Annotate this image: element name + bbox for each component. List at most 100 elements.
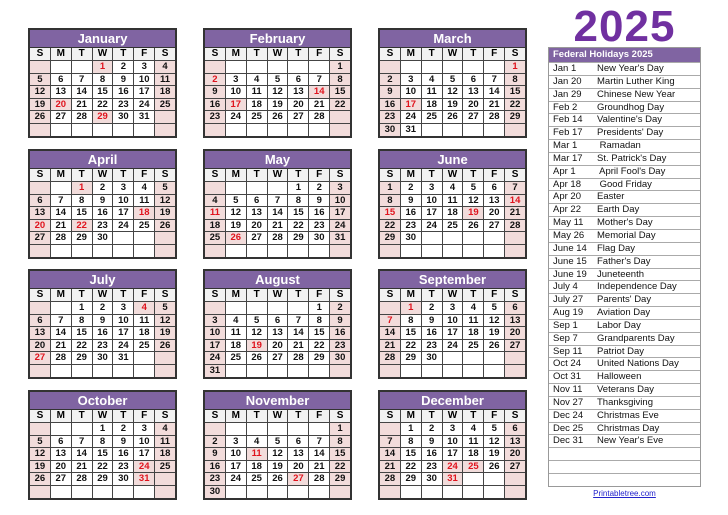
empty-cell <box>421 364 442 377</box>
day-cell: 15 <box>400 327 421 339</box>
empty-cell <box>50 364 71 377</box>
day-cell: 12 <box>30 86 50 98</box>
day-cell: 25 <box>134 339 155 352</box>
day-cell: 8 <box>505 73 525 86</box>
day-cell: 15 <box>330 86 350 98</box>
day-cell: 29 <box>71 352 92 364</box>
empty-cell <box>463 352 484 364</box>
holiday-date: Feb 2 <box>553 101 578 113</box>
month-name: May <box>205 151 350 168</box>
day-cell: 4 <box>463 423 484 435</box>
holiday-row <box>549 447 700 460</box>
holiday-row: Apr 22 Earth Day <box>549 203 700 216</box>
empty-cell <box>330 123 350 136</box>
weekday-label: S <box>155 48 175 60</box>
weekday-label: F <box>134 410 155 422</box>
empty-cell <box>134 352 155 364</box>
day-cell: 18 <box>155 448 175 460</box>
day-cell: 12 <box>155 194 175 207</box>
day-cell: 5 <box>30 435 50 448</box>
empty-cell <box>288 364 309 377</box>
weekday-label: S <box>380 410 400 422</box>
empty-cell <box>246 123 267 136</box>
day-cell: 5 <box>463 182 484 194</box>
day-cell: 8 <box>400 435 421 448</box>
empty-cell <box>205 244 225 257</box>
day-cell: 10 <box>134 435 155 448</box>
day-cell: 27 <box>505 339 525 352</box>
holiday-date: Dec 31 <box>553 435 584 447</box>
day-cell: 5 <box>267 435 288 448</box>
day-cell: 23 <box>113 98 134 111</box>
day-cell: 14 <box>380 448 400 460</box>
holiday-name <box>597 474 700 486</box>
day-cell: 10 <box>400 86 421 98</box>
holiday-name: Valentine's Day <box>597 114 663 126</box>
day-cell: 5 <box>225 194 246 207</box>
day-cell: 10 <box>134 73 155 86</box>
month-november: November S M T W T F S 1 2 3 4 5 6 7 8 9 10 11 12 13 14 15 16 17… <box>203 390 352 500</box>
weekday-label: T <box>288 48 309 60</box>
footer-link[interactable]: Printabletree.com <box>593 489 656 498</box>
weekday-label: W <box>442 169 463 181</box>
holiday-date: May 26 <box>553 229 585 241</box>
day-cell: 7 <box>380 435 400 448</box>
empty-cell <box>463 123 484 136</box>
weekday-label: S <box>380 169 400 181</box>
weekday-label: T <box>71 169 92 181</box>
weekday-label: M <box>50 410 71 422</box>
day-cell: 1 <box>400 302 421 314</box>
day-cell: 22 <box>71 339 92 352</box>
day-cell: 26 <box>267 111 288 123</box>
empty-cell <box>113 232 134 244</box>
day-cell: 9 <box>380 86 400 98</box>
weekday-label: S <box>30 289 50 301</box>
day-cell: 2 <box>421 302 442 314</box>
holiday-row: Oct 24 United Nations Day <box>549 357 700 370</box>
empty-cell <box>246 485 267 498</box>
holiday-row: June 15 Father's Day <box>549 254 700 268</box>
day-cell: 3 <box>330 182 350 194</box>
empty-cell <box>505 473 525 485</box>
empty-cell <box>267 182 288 194</box>
day-cell: 14 <box>288 327 309 339</box>
empty-cell <box>484 352 505 364</box>
day-cell: 25 <box>246 473 267 485</box>
day-cell: 2 <box>309 182 330 194</box>
day-cell: 14 <box>309 448 330 460</box>
day-cell: 19 <box>155 327 175 339</box>
empty-cell <box>92 244 113 257</box>
day-cell: 23 <box>309 219 330 232</box>
empty-cell <box>309 364 330 377</box>
empty-cell <box>134 232 155 244</box>
day-cell: 8 <box>71 314 92 327</box>
empty-cell <box>50 485 71 498</box>
holiday-date: Apr 18 <box>553 178 581 190</box>
holiday-name: Good Friday <box>597 178 652 190</box>
day-cell: 9 <box>92 194 113 207</box>
day-cell: 27 <box>246 232 267 244</box>
day-cell: 19 <box>246 339 267 352</box>
holiday-date: Apr 1 <box>553 165 576 177</box>
day-cell: 12 <box>30 448 50 460</box>
holiday-name: Martin Luther King <box>597 75 675 87</box>
weekday-label: S <box>505 169 525 181</box>
holiday-date: Sep 7 <box>553 332 578 344</box>
day-cell: 17 <box>400 98 421 111</box>
day-cell: 5 <box>155 182 175 194</box>
holiday-name: Patriot Day <box>597 345 644 357</box>
day-cell: 7 <box>380 314 400 327</box>
empty-cell <box>400 61 421 73</box>
day-cell: 24 <box>225 111 246 123</box>
day-cell: 21 <box>380 339 400 352</box>
day-cell: 17 <box>113 207 134 219</box>
empty-cell <box>71 364 92 377</box>
day-cell: 3 <box>400 73 421 86</box>
weekday-label: S <box>505 410 525 422</box>
weekday-label: S <box>155 410 175 422</box>
day-cell: 29 <box>288 232 309 244</box>
holidays-table: Federal Holidays 2025 Jan 1 New Year's Da… <box>548 47 701 487</box>
day-cell: 16 <box>380 98 400 111</box>
day-cell: 11 <box>225 327 246 339</box>
month-name: June <box>380 151 525 168</box>
